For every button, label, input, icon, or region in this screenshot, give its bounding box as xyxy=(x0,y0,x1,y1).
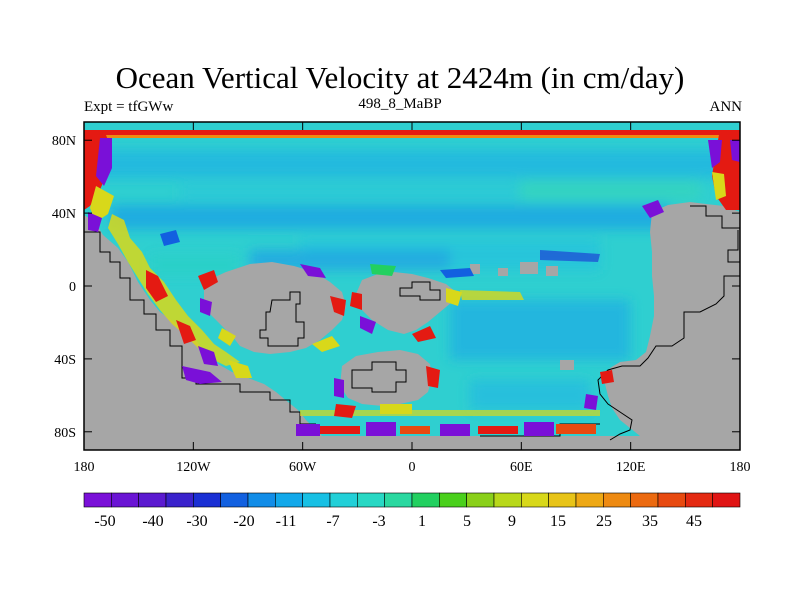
y-tick-label: 0 xyxy=(69,280,76,295)
colorbar-swatch xyxy=(575,492,604,508)
y-tick-label: 40S xyxy=(54,353,76,368)
x-tick-label: 180 xyxy=(74,460,95,475)
colorbar-label: 5 xyxy=(463,513,471,530)
x-tick-label: 120W xyxy=(176,460,211,475)
colorbar-swatch xyxy=(439,492,467,508)
colorbar-label: -30 xyxy=(186,513,207,530)
colorbar-swatch xyxy=(466,492,495,508)
x-axis: 180 120W 60W 0 60E 120E 180 xyxy=(74,122,751,475)
colorbar-swatch xyxy=(83,492,112,508)
colorbar-swatch xyxy=(630,492,659,508)
colorbar-swatch xyxy=(302,492,331,508)
colorbar-swatch xyxy=(165,492,194,508)
colorbar-swatch xyxy=(247,492,276,508)
colorbar-label: -3 xyxy=(372,513,385,530)
colorbar-swatch xyxy=(329,492,358,508)
colorbar-label: -50 xyxy=(94,513,115,530)
map-title: Ocean Vertical Velocity at 2424m (in cm/… xyxy=(115,60,685,95)
colorbar-label: 1 xyxy=(418,513,426,530)
x-tick-label: 180 xyxy=(730,460,751,475)
map-panel xyxy=(84,122,740,450)
colorbar-swatch xyxy=(712,492,741,508)
colorbar-swatch xyxy=(603,492,631,508)
colorbar-swatch xyxy=(548,492,577,508)
y-tick-label: 80S xyxy=(54,426,76,441)
colorbar-label: 15 xyxy=(550,513,566,530)
season-label: ANN xyxy=(709,99,743,115)
y-tick-label: 40N xyxy=(52,207,76,222)
colorbar-label: 45 xyxy=(686,513,702,530)
ocean-shading xyxy=(95,150,725,410)
colorbar-label: -20 xyxy=(233,513,254,530)
colorbar-label: -7 xyxy=(326,513,339,530)
colorbar-swatch xyxy=(275,492,303,508)
colorbar-swatch xyxy=(411,492,440,508)
y-axis: 80N 40N 0 40S 80S xyxy=(52,134,740,441)
experiment-label: Expt = tfGWw xyxy=(84,99,174,115)
colorbar-labels: -50 -40 -30 -20 -11 -7 -3 1 5 9 15 25 35 45 xyxy=(94,513,702,530)
colorbar-label: -11 xyxy=(276,513,297,530)
x-tick-label: 120E xyxy=(616,460,646,475)
colorbar-swatch xyxy=(685,492,713,508)
colorbar-label: 25 xyxy=(596,513,612,530)
colorbar-swatch xyxy=(193,492,221,508)
x-tick-label: 60E xyxy=(510,460,533,475)
x-tick-label: 0 xyxy=(409,460,416,475)
colorbar-swatch xyxy=(138,492,167,508)
y-tick-label: 80N xyxy=(52,134,76,149)
colorbar xyxy=(83,492,741,508)
colorbar-label: 35 xyxy=(642,513,658,530)
colorbar-swatch xyxy=(657,492,686,508)
time-label: 498_8_MaBP xyxy=(358,96,442,112)
colorbar-swatch xyxy=(220,492,249,508)
colorbar-swatch xyxy=(111,492,139,508)
x-tick-label: 60W xyxy=(289,460,317,475)
colorbar-swatch xyxy=(521,492,549,508)
colorbar-label: 9 xyxy=(508,513,516,530)
colorbar-swatch xyxy=(357,492,385,508)
colorbar-swatch xyxy=(384,492,413,508)
colorbar-swatch xyxy=(493,492,522,508)
velocity-hotspots xyxy=(84,130,740,436)
colorbar-label: -40 xyxy=(142,513,163,530)
